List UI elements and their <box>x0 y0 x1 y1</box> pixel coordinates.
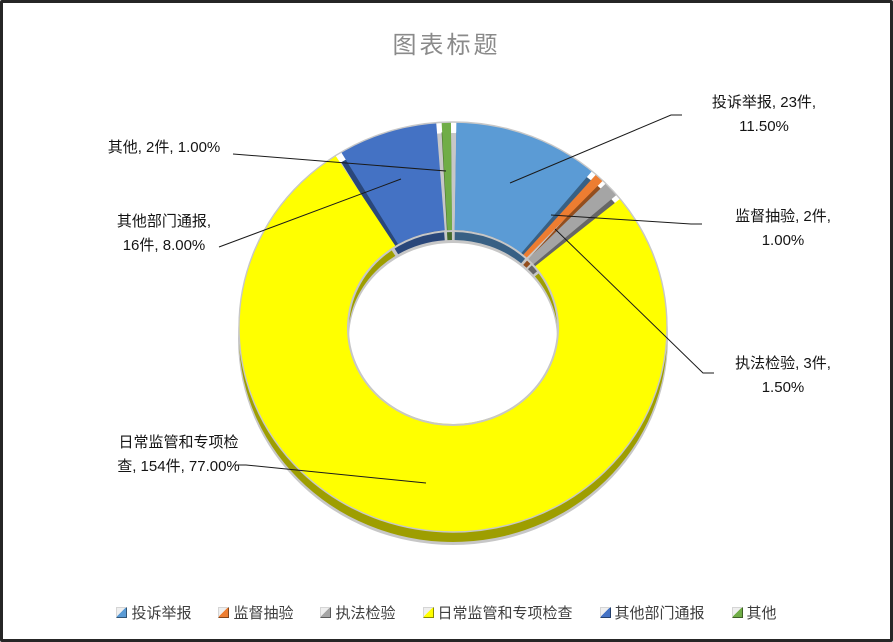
data-label-line: 执法检验, 3件, <box>735 355 831 372</box>
leader-line-0 <box>509 114 682 184</box>
data-label-line: 日常监管和专项检 <box>118 434 239 451</box>
legend-label: 投诉举报 <box>131 605 192 622</box>
data-label-line: 11.50% <box>739 118 789 135</box>
data-label-0: 投诉举报, 23件, 11.50% <box>679 91 849 139</box>
pie-slice-depth-2 <box>527 193 617 275</box>
pie-slice-5[interactable] <box>441 122 452 231</box>
legend-item-3[interactable]: 日常监管和专项检查 <box>422 602 573 623</box>
legend-item-0[interactable]: 投诉举报 <box>116 602 191 623</box>
legend-item-1[interactable]: 监督抽验 <box>218 602 293 623</box>
leader-line-2 <box>554 228 714 374</box>
donut-chart-svg <box>218 114 714 545</box>
legend-item-4[interactable]: 其他部门通报 <box>599 602 705 623</box>
legend-marker-icon <box>422 607 434 618</box>
data-label-line: 其他, 2件, 1.00% <box>107 139 221 156</box>
leader-line-1 <box>550 214 702 225</box>
legend-label: 其他 <box>746 605 777 622</box>
pie-slice-0[interactable] <box>454 122 592 254</box>
data-label-line: 1.50% <box>761 379 805 396</box>
legend-label: 执法检验 <box>335 605 396 622</box>
pie-slice-2[interactable] <box>527 183 617 265</box>
hole-rim <box>347 230 559 426</box>
chart-title[interactable]: 图表标题 <box>392 32 501 59</box>
outer-rim <box>238 121 668 533</box>
data-label-4: 其他部门通报, 16件, 8.00% <box>85 210 243 258</box>
legend-item-5[interactable]: 其他 <box>731 602 777 623</box>
legend-label: 日常监管和专项检查 <box>437 605 573 622</box>
data-label-1: 监督抽验, 2件, 1.00% <box>703 205 863 253</box>
legend-marker-icon <box>116 607 128 618</box>
legend: 投诉举报 监督抽验 执法检验 日常监管和专项检查 其他部门通报 其他 <box>3 602 890 623</box>
pie-slice-4[interactable] <box>341 122 445 245</box>
legend-marker-icon <box>599 607 611 618</box>
legend-marker-icon <box>218 607 230 618</box>
legend-item-2[interactable]: 执法检验 <box>320 602 396 623</box>
data-label-line: 16件, 8.00% <box>122 237 206 254</box>
data-label-line: 投诉举报, 23件, <box>711 94 817 111</box>
data-label-line: 其他部门通报, <box>116 213 212 230</box>
legend-marker-icon <box>320 607 332 618</box>
data-label-2: 执法检验, 3件, 1.50% <box>703 352 863 400</box>
data-label-line: 查, 154件, 77.00% <box>117 458 240 475</box>
data-label-3: 日常监管和专项检 查, 154件, 77.00% <box>81 431 276 479</box>
data-label-5: 其他, 2件, 1.00% <box>89 136 239 160</box>
pie-slice-3[interactable] <box>238 155 667 532</box>
legend-label: 其他部门通报 <box>614 605 705 622</box>
legend-label: 监督抽验 <box>233 605 294 622</box>
data-label-line: 1.00% <box>761 232 805 249</box>
leader-line-3 <box>235 464 427 484</box>
leader-line-4 <box>218 178 402 248</box>
legend-marker-icon <box>731 607 743 618</box>
leader-line-5 <box>232 153 447 172</box>
data-label-line: 监督抽验, 2件, <box>735 208 831 225</box>
